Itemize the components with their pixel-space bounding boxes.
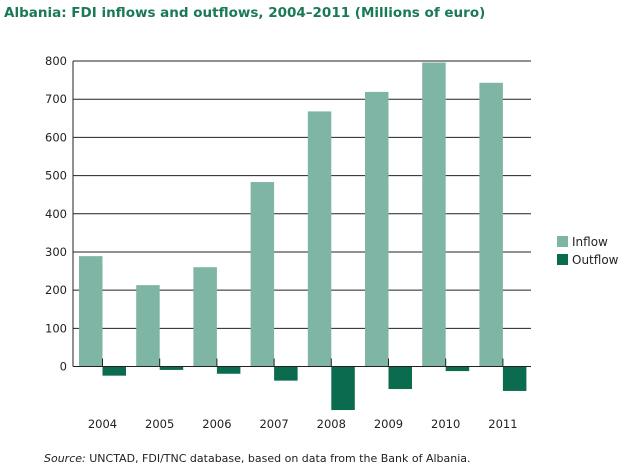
- bar-outflow: [502, 366, 527, 391]
- bar-outflow: [331, 366, 355, 411]
- y-tick-label: 100: [45, 321, 67, 335]
- bar-outflow: [102, 366, 126, 376]
- x-tick-label: 2004: [88, 417, 117, 431]
- source-label: Source:: [44, 452, 86, 465]
- bar-outflow: [216, 366, 241, 374]
- bar-inflow: [307, 111, 332, 367]
- legend-label-inflow: Inflow: [572, 235, 608, 249]
- bar-inflow: [136, 285, 160, 367]
- bar-inflow: [250, 182, 275, 367]
- bar-inflow: [479, 82, 503, 367]
- x-tick-label: 2006: [202, 417, 231, 431]
- y-tick-label: 0: [60, 360, 67, 374]
- x-tick-label: 2011: [488, 417, 517, 431]
- bar-inflow: [422, 62, 446, 367]
- x-tick-label: 2010: [431, 417, 460, 431]
- y-tick-label: 500: [45, 169, 67, 183]
- y-tick-label: 200: [45, 283, 67, 297]
- bar-outflow: [445, 366, 470, 372]
- bar-outflow: [159, 366, 184, 370]
- x-tick-label: 2008: [317, 417, 346, 431]
- legend-label-outflow: Outflow: [572, 253, 619, 267]
- bar-outflow: [388, 366, 412, 390]
- y-tick-label: 800: [45, 54, 67, 68]
- source-note: Source: UNCTAD, FDI/TNC database, based …: [44, 452, 471, 465]
- chart-title: Albania: FDI inflows and outflows, 2004–…: [4, 5, 486, 21]
- bar-inflow: [365, 91, 389, 367]
- bar-outflow: [274, 366, 298, 381]
- legend-swatch-outflow: [557, 254, 568, 265]
- y-tick-label: 300: [45, 245, 67, 259]
- x-tick-label: 2005: [145, 417, 174, 431]
- y-tick-label: 700: [45, 92, 67, 106]
- source-text: UNCTAD, FDI/TNC database, based on data …: [85, 452, 471, 465]
- x-tick-label: 2009: [374, 417, 403, 431]
- bar-inflow: [79, 256, 103, 367]
- bar-inflow: [193, 267, 217, 367]
- legend-swatch-inflow: [557, 236, 568, 247]
- x-tick-label: 2007: [259, 417, 288, 431]
- y-tick-label: 600: [45, 130, 67, 144]
- y-tick-label: 400: [45, 207, 67, 221]
